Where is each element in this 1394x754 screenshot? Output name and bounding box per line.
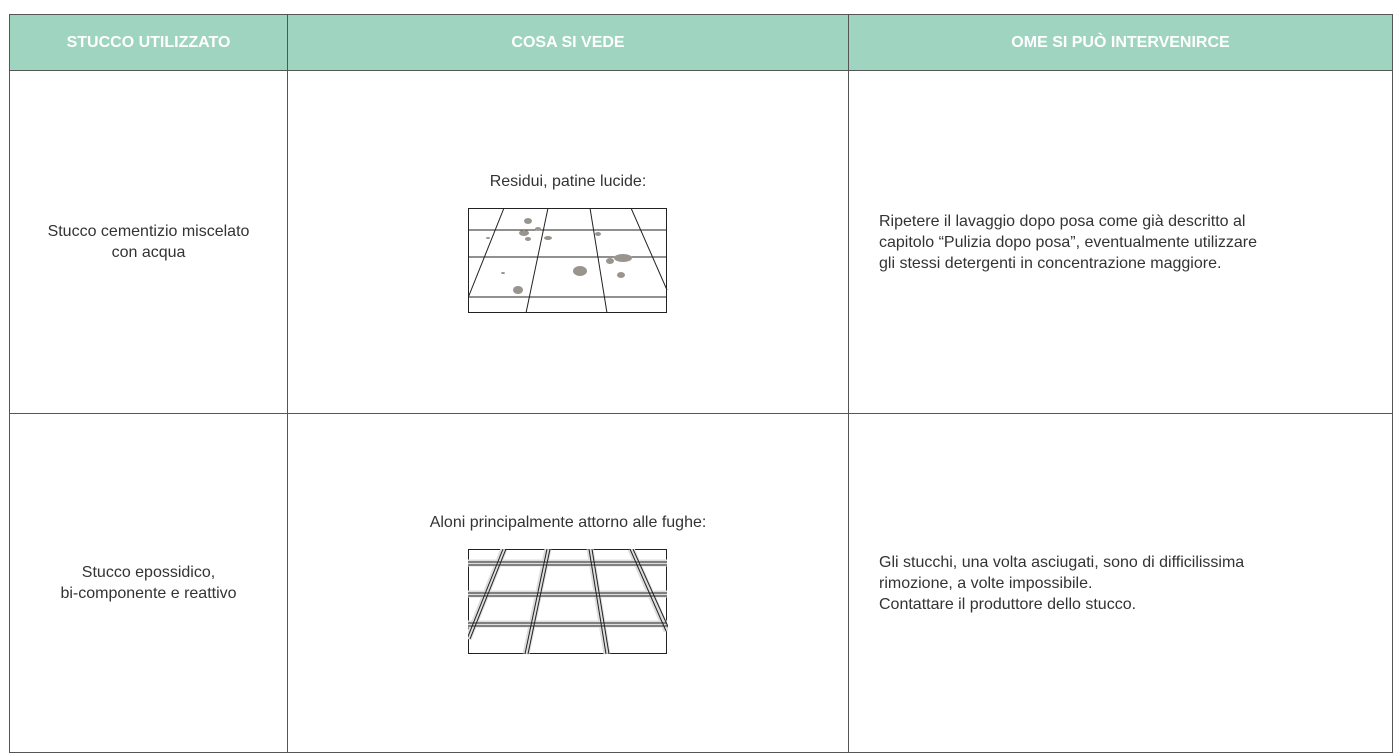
observed-cell: Residui, patine lucide: xyxy=(287,70,849,414)
observed-text: Aloni principalmente attorno alle fughe: xyxy=(429,513,707,531)
text-line: Stucco cementizio miscelato xyxy=(47,223,250,240)
stain-illustration xyxy=(468,207,668,313)
grout-table: STUCCO UTILIZZATO COSA SI VEDE OME SI PU… xyxy=(9,14,1393,753)
observed-cell: Aloni principalmente attorno alle fughe: xyxy=(287,413,849,753)
text-line: capitolo “Pulizia dopo posa”, eventualme… xyxy=(879,233,1257,251)
text-line: Stucco epossidico, xyxy=(81,564,216,581)
header-cell: OME SI PUÒ INTERVENIRCE xyxy=(848,14,1393,71)
header-cell: COSA SI VEDE xyxy=(287,14,849,71)
text-line: bi-componente e reattivo xyxy=(60,585,237,602)
observed-text: Residui, patine lucide: xyxy=(489,172,647,190)
page: STUCCO UTILIZZATO COSA SI VEDE OME SI PU… xyxy=(9,14,1393,754)
text-line: rimozione, a volte impossibile. xyxy=(879,574,1093,592)
remedy-cell: Gli stucchi, una volta asciugati, sono d… xyxy=(848,413,1393,753)
text-line: con acqua xyxy=(111,244,186,261)
row: Stucco epossidico, bi-componente e reatt… xyxy=(9,413,1393,753)
text-line: Ripetere il lavaggio dopo posa come già … xyxy=(879,212,1246,230)
material-cell: Stucco epossidico, bi-componente e reatt… xyxy=(9,413,288,753)
halo-illustration xyxy=(468,548,668,655)
header-row: STUCCO UTILIZZATO COSA SI VEDE OME SI PU… xyxy=(9,14,1393,71)
text-line: Contattare il produttore dello stucco. xyxy=(879,595,1137,613)
text-line: gli stessi detergenti in concentrazione … xyxy=(879,254,1222,272)
text-line: Gli stucchi, una volta asciugati, sono d… xyxy=(879,553,1245,571)
header-cell: STUCCO UTILIZZATO xyxy=(9,14,288,71)
row: Stucco cementizio miscelato con acqua Re… xyxy=(9,70,1393,414)
material-cell: Stucco cementizio miscelato con acqua xyxy=(9,70,288,414)
remedy-cell: Ripetere il lavaggio dopo posa come già … xyxy=(848,70,1393,414)
